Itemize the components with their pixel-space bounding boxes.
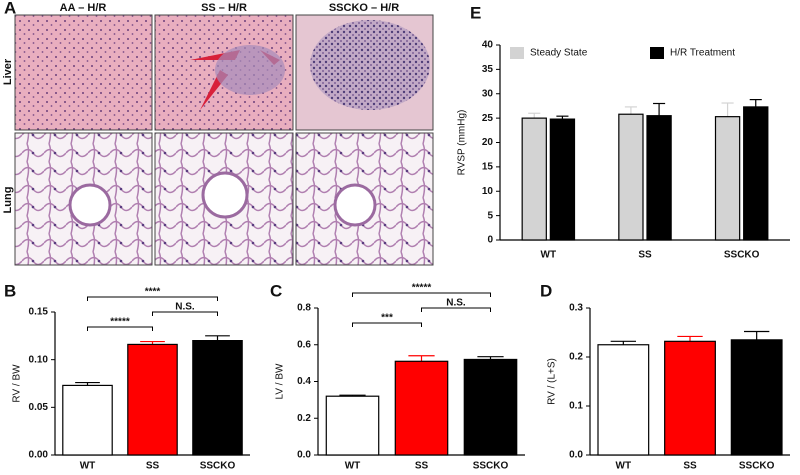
column-label: SSCKO – H/R	[329, 2, 399, 14]
image-detail	[201, 171, 249, 219]
row-label: Lung	[2, 187, 14, 214]
x-tick-label: SSCKO	[473, 461, 509, 472]
legend-label: H/R Treatment	[670, 48, 735, 59]
panel-letter: B	[4, 281, 16, 300]
row-label: Liver	[2, 58, 14, 85]
bar	[325, 395, 380, 456]
bar	[597, 344, 650, 456]
bar	[646, 115, 672, 241]
significance-label: ****	[145, 287, 161, 298]
significance-bracket	[87, 326, 153, 331]
y-axis-label: RV / BW	[12, 364, 23, 403]
significance-bracket	[352, 292, 491, 297]
image-detail	[68, 183, 112, 227]
bar	[463, 358, 518, 456]
y-tick-label: 0.00	[29, 450, 49, 461]
x-tick-label: WT	[345, 461, 361, 472]
histology	[14, 14, 434, 266]
panel-letter: C	[270, 281, 282, 300]
y-tick-label: 0.10	[29, 354, 49, 365]
y-tick-label: 5	[487, 210, 493, 221]
bar	[192, 340, 243, 456]
panel-letter: D	[540, 281, 552, 300]
x-tick-label: WT	[541, 250, 557, 261]
x-tick-label: SS	[638, 250, 652, 261]
x-tick-label: SS	[683, 461, 697, 472]
y-tick-label: 30	[482, 88, 494, 99]
y-tick-label: 0.15	[29, 307, 49, 318]
image	[14, 132, 153, 266]
bar	[618, 113, 644, 241]
significance-label: ***	[381, 313, 393, 324]
significance-label: N.S.	[175, 302, 195, 313]
y-tick-label: 25	[482, 113, 494, 124]
significance-label: *****	[110, 317, 130, 328]
bar	[127, 343, 178, 456]
y-tick-label: 0.6	[297, 339, 311, 350]
image-detail	[333, 183, 377, 227]
bar	[664, 340, 716, 456]
column-label: SS – H/R	[201, 2, 247, 14]
x-tick-label: WT	[616, 461, 632, 472]
y-tick-label: 0	[487, 235, 493, 246]
y-axis-label: RV / (L+S)	[547, 358, 558, 405]
y-tick-label: 35	[482, 64, 494, 75]
bar	[743, 106, 769, 241]
y-tick-label: 15	[482, 162, 494, 173]
significance-bracket	[152, 311, 218, 316]
x-tick-label: SS	[415, 461, 429, 472]
x-tick-label: SSCKO	[739, 461, 775, 472]
bar	[714, 116, 741, 241]
significance-label: *****	[412, 283, 432, 294]
panel-letter: A	[4, 0, 16, 17]
x-tick-label: WT	[80, 461, 96, 472]
panel-letter: E	[470, 3, 481, 22]
y-tick-label: 0.2	[297, 413, 311, 424]
legend-label: Steady State	[530, 48, 588, 59]
significance-bracket	[87, 296, 218, 301]
y-tick-label: 0.0	[569, 450, 583, 461]
column-label: AA – H/R	[60, 2, 107, 14]
y-tick-label: 10	[482, 186, 494, 197]
y-tick-label: 40	[482, 40, 494, 51]
bar	[521, 117, 547, 241]
bar	[730, 339, 783, 456]
x-tick-label: SSCKO	[200, 461, 236, 472]
bar	[549, 118, 576, 241]
y-axis-label: LV / BW	[275, 363, 286, 399]
bar	[62, 384, 113, 456]
legend-swatch	[650, 47, 664, 59]
y-axis-label: RVSP (mmHg)	[457, 110, 468, 176]
x-tick-label: SS	[146, 461, 160, 472]
y-tick-label: 0.4	[297, 376, 311, 387]
y-tick-label: 0.1	[569, 401, 583, 412]
x-tick-label: SSCKO	[724, 250, 760, 261]
significance-bracket	[352, 322, 422, 327]
bar	[394, 360, 449, 456]
image-detail	[310, 20, 430, 110]
y-tick-label: 20	[482, 137, 494, 148]
y-tick-label: 0.0	[297, 450, 311, 461]
y-tick-label: 0.3	[569, 303, 583, 314]
image	[14, 14, 153, 131]
y-tick-label: 0.2	[569, 352, 583, 363]
image-detail	[215, 45, 285, 95]
y-tick-label: 0.05	[29, 402, 49, 413]
significance-bracket	[421, 307, 491, 312]
significance-label: N.S.	[446, 298, 466, 309]
y-tick-label: 0.8	[297, 303, 311, 314]
legend-swatch	[510, 47, 524, 59]
